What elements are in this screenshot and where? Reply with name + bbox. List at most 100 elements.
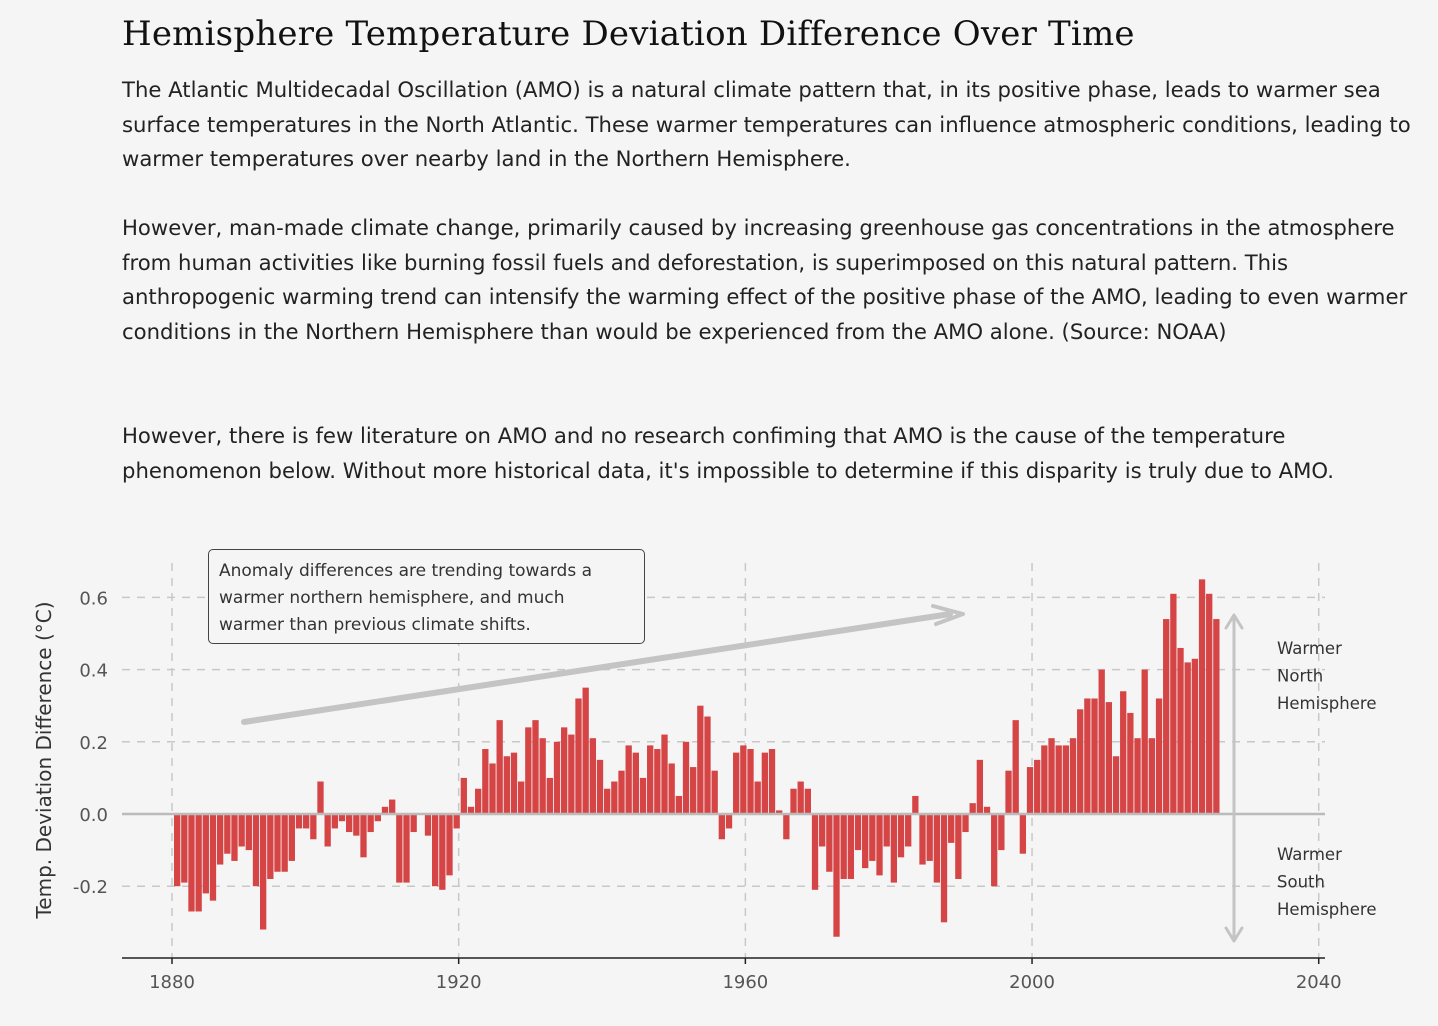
chart-title: Hemisphere Temperature Deviation Differe…: [122, 14, 1135, 54]
bar: [833, 814, 840, 937]
axes: 1880 1920 1960 2000 2040 -0.2 0.0 0.2 0.4 0.6 Temp…: [32, 588, 1342, 993]
bar: [360, 814, 367, 858]
bar: [1084, 698, 1091, 814]
bar: [381, 806, 389, 814]
bar: [1041, 745, 1048, 814]
bar: [331, 814, 338, 829]
bar: [869, 814, 876, 861]
bar: [926, 814, 933, 861]
bar: [195, 814, 202, 912]
bar: [274, 814, 281, 872]
bar: [797, 781, 804, 814]
bar: [625, 745, 632, 814]
bar: [1177, 647, 1184, 814]
intro-paragraph-3: However, there is few literature on AMO …: [122, 423, 1334, 483]
bar: [1148, 738, 1156, 814]
bar: [396, 814, 403, 883]
bar: [1069, 738, 1077, 814]
bar: [876, 814, 883, 876]
bar: [690, 767, 697, 814]
bar: [1120, 691, 1127, 814]
bar: [324, 814, 331, 847]
bar: [1062, 745, 1070, 814]
bar: [389, 799, 396, 814]
bar: [310, 814, 317, 840]
north-label-line: North: [1277, 667, 1323, 686]
bar: [948, 814, 955, 843]
bar: [568, 734, 575, 814]
bar: [862, 814, 869, 869]
y-tick-label: 0.2: [79, 733, 108, 754]
bar: [897, 814, 905, 858]
intro-paragraph-1: The Atlantic Multidecadal Oscillation (A…: [122, 77, 1411, 172]
bar: [546, 777, 553, 814]
bar: [338, 814, 346, 822]
bar: [632, 752, 639, 814]
south-label-line: South: [1277, 873, 1325, 892]
bar: [668, 763, 675, 814]
bar: [826, 814, 833, 872]
bar: [424, 814, 432, 836]
bar: [1034, 759, 1041, 814]
bar: [510, 752, 518, 814]
x-tick-label: 1960: [722, 972, 768, 993]
bar: [303, 814, 310, 829]
bar: [582, 687, 589, 814]
bar: [460, 777, 467, 814]
bar: [295, 814, 303, 829]
bar: [768, 749, 776, 814]
bar: [1019, 814, 1027, 854]
bar: [754, 781, 761, 814]
bar: [718, 814, 725, 840]
bar: [969, 803, 976, 814]
bar: [1112, 756, 1120, 814]
bar: [761, 752, 769, 814]
bar: [245, 814, 252, 851]
bar: [790, 788, 797, 814]
intro-paragraph-2: However, man-made climate change, primar…: [122, 215, 1408, 344]
bar: [725, 814, 733, 829]
bar: [647, 745, 654, 814]
bar: [374, 814, 381, 822]
y-tick-label: -0.2: [73, 877, 108, 898]
bar: [983, 806, 991, 814]
bar: [933, 814, 941, 883]
bar: [1026, 767, 1034, 814]
bar: [439, 814, 446, 890]
x-tick-label: 1880: [149, 972, 195, 993]
x-tick-label: 2000: [1009, 972, 1055, 993]
bar: [1105, 702, 1113, 814]
bar: [883, 814, 890, 847]
bar: [231, 814, 238, 861]
bars: [174, 579, 1220, 937]
bar: [783, 814, 790, 840]
bar: [489, 763, 496, 814]
bar: [991, 814, 998, 887]
bar: [238, 814, 245, 847]
bar: [912, 795, 919, 814]
bar: [675, 795, 682, 814]
bar: [482, 749, 489, 814]
south-label-line: Warmer: [1277, 845, 1342, 864]
bar: [890, 814, 898, 883]
bar: [410, 814, 417, 833]
arrow-up-icon: [1224, 613, 1244, 630]
bar: [955, 814, 962, 879]
bar: [202, 814, 209, 894]
bar: [561, 727, 568, 814]
bar: [1048, 738, 1055, 814]
bar: [1141, 669, 1148, 814]
bar: [604, 788, 611, 814]
bar: [252, 814, 260, 887]
bar: [1055, 745, 1062, 814]
bar: [740, 745, 747, 814]
bar: [940, 814, 948, 923]
bar: [403, 814, 410, 883]
bar: [854, 814, 862, 851]
bar: [1170, 593, 1177, 814]
bar: [811, 814, 819, 890]
trend-arrowhead: [931, 604, 965, 626]
bar: [711, 770, 718, 814]
annotation-box: Anomaly differences are trending towards…: [208, 549, 645, 644]
south-label-line: Hemisphere: [1277, 900, 1376, 919]
